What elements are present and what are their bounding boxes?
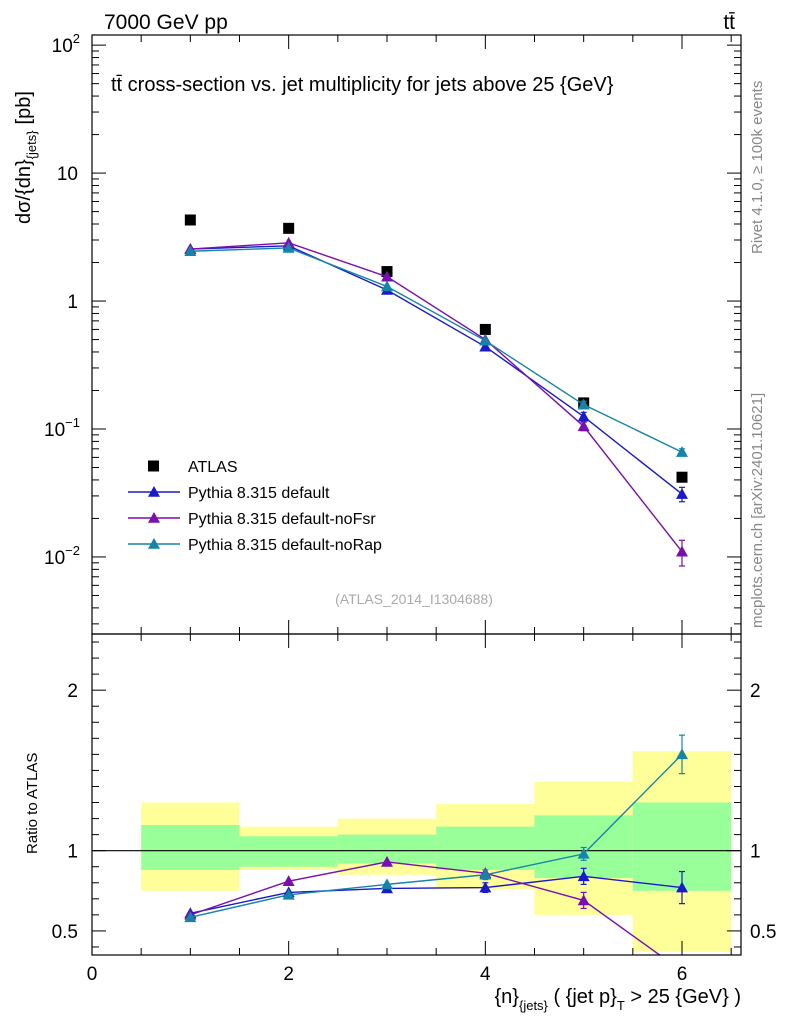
- main-series-line: [190, 242, 683, 553]
- ratio-point: [282, 888, 295, 900]
- x-tick-label: 0: [87, 964, 98, 985]
- mc-point: [479, 334, 492, 346]
- rivet-label: Rivet 4.1.0, ≥ 100k events: [749, 81, 766, 254]
- ratio-series-line: [190, 875, 683, 914]
- main-y-tick-label: 10: [57, 164, 78, 185]
- ratio-frame: [91, 633, 742, 956]
- x-axis-label: {n}{jets} ( {jet p}T > 25 {GeV} ): [495, 986, 742, 1013]
- x-tick-label: 2: [283, 964, 294, 985]
- legend: ATLAS Pythia 8.315 default Pythia 8.315 de…: [128, 459, 382, 554]
- ratio-y-tick-label: 0.5: [52, 922, 78, 943]
- uncertainty-band-inner: [239, 836, 338, 867]
- ratio-y-tick-label: 2: [67, 681, 78, 702]
- x-tick-label: 6: [677, 964, 688, 985]
- mc-point: [577, 410, 590, 422]
- ratio-y-tick-label-right: 2: [750, 681, 761, 702]
- ratio-y-tick-label-right: 0.5: [750, 922, 776, 943]
- ratio-point: [676, 748, 688, 760]
- main-plot-area: [184, 214, 688, 567]
- uncertainty-band-inner: [436, 826, 535, 870]
- legend-label: ATLAS: [188, 459, 238, 476]
- ratio-point: [184, 911, 197, 923]
- uncertainty-band-inner: [534, 815, 633, 878]
- mcplots-label: mcplots.cern.ch [arXiv:2401.10621]: [749, 393, 766, 628]
- ratio-point: [479, 881, 492, 893]
- mc-point: [184, 245, 197, 257]
- atlas-data-point: [676, 471, 688, 483]
- mc-point: [577, 420, 590, 432]
- atlas-data-point: [283, 222, 295, 234]
- legend-marker-triangle: [148, 538, 160, 549]
- atlas-data-point: [184, 214, 196, 226]
- ratio-point: [282, 875, 295, 886]
- mc-point: [479, 340, 492, 352]
- ratio-plot-area: [92, 734, 741, 955]
- uncertainty-band-inner: [141, 824, 240, 870]
- chart-title: tt̄ cross-section vs. jet multiplicity f…: [111, 74, 614, 96]
- ratio-point: [577, 847, 590, 859]
- mc-point: [676, 446, 688, 457]
- legend-label: Pythia 8.315 default: [188, 485, 330, 502]
- ratio-series-line: [190, 861, 661, 955]
- mc-point: [381, 280, 393, 292]
- mc-point: [577, 398, 590, 410]
- legend-marker-square: [148, 460, 159, 472]
- legend-marker-triangle: [148, 486, 160, 497]
- process-label: tt̄: [723, 11, 735, 34]
- main-y-tick-label: 1: [67, 292, 78, 313]
- main-series-line: [190, 245, 683, 495]
- ratio-point: [676, 881, 688, 893]
- main-y-tick-label: 102: [52, 31, 80, 57]
- atlas-data-point: [479, 323, 491, 335]
- ratio-point: [381, 855, 393, 867]
- mc-point: [381, 270, 393, 282]
- ratio-ylabel: Ratio to ATLAS: [24, 753, 41, 854]
- main-y-tick-label: 10−1: [44, 415, 80, 441]
- ratio-y-tick-label: 1: [67, 842, 78, 863]
- ratio-point: [381, 878, 393, 890]
- ratio-point: [479, 868, 492, 880]
- analysis-tag: (ATLAS_2014_I1304688): [335, 591, 493, 607]
- x-tick-label: 4: [480, 964, 491, 985]
- ratio-point: [577, 894, 590, 906]
- ratio-point: [577, 870, 590, 882]
- legend-label: Pythia 8.315 default-noFsr: [188, 511, 376, 528]
- main-ylabel: dσ/{dn}{jets}[pb]: [13, 91, 39, 224]
- mc-point: [282, 241, 295, 253]
- legend-label: Pythia 8.315 default-noRap: [188, 537, 382, 554]
- legend-marker-triangle: [148, 512, 160, 523]
- mc-point: [676, 488, 688, 499]
- ratio-y-tick-label-right: 1: [750, 842, 761, 863]
- main-series-line: [190, 247, 683, 453]
- ratio-panel: 0 2 4 6 0.5 0.5 1 1 2 2: [52, 633, 776, 985]
- collision-label: 7000 GeV pp: [104, 11, 228, 34]
- mc-point: [676, 545, 688, 557]
- main-y-tick-label: 10−2: [44, 543, 80, 569]
- ratio-series-line: [190, 753, 683, 918]
